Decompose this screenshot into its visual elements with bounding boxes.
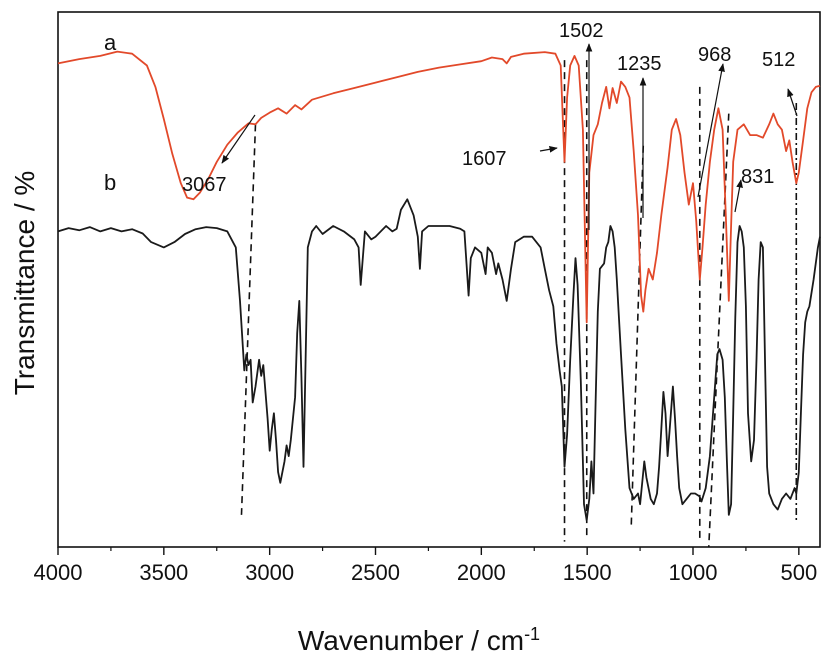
reference-lines xyxy=(240,60,798,548)
x-tick-label: 1500 xyxy=(563,560,612,585)
series-group xyxy=(57,50,821,522)
arrow-831 xyxy=(734,179,743,213)
x-tick-label: 2000 xyxy=(457,560,506,585)
x-axis-title: Wavenumber / cm-1 xyxy=(298,624,540,656)
annotation-1502: 1502 xyxy=(559,20,604,42)
x-tick-label: 4000 xyxy=(34,560,83,585)
x-tick-label: 500 xyxy=(780,560,817,585)
reference-line-831 xyxy=(707,113,730,548)
x-axis-title-superscript: -1 xyxy=(524,624,540,644)
annotation-1235: 1235 xyxy=(617,53,662,75)
annotation-831: 831 xyxy=(741,166,774,188)
annotation-512: 512 xyxy=(762,49,795,71)
series-line-a xyxy=(57,50,821,324)
x-tick-label: 1000 xyxy=(669,560,718,585)
arrow-968 xyxy=(697,63,725,198)
x-tick-label: 3000 xyxy=(245,560,294,585)
y-axis-title: Transmittance / % xyxy=(9,171,40,396)
arrow-1607 xyxy=(539,146,558,153)
arrow-512 xyxy=(787,88,798,117)
x-tick-label: 3500 xyxy=(139,560,188,585)
annotation-968: 968 xyxy=(698,44,731,66)
reference-line-3067 xyxy=(240,124,257,515)
plot-frame xyxy=(57,11,821,548)
annotation-arrows xyxy=(221,43,798,230)
x-axis-title-text: Wavenumber / cm xyxy=(298,625,524,656)
series-label-a: a xyxy=(104,30,117,55)
reference-line-1235 xyxy=(630,145,645,526)
annotation-1607: 1607 xyxy=(462,148,507,170)
series-label-b: b xyxy=(104,170,116,195)
arrow-3067 xyxy=(221,114,256,164)
annotation-3067: 3067 xyxy=(182,174,227,196)
x-axis-ticks: 4000 3500 3000 2500 2000 1500 1000 500 xyxy=(34,547,817,585)
series-line-b xyxy=(57,198,821,522)
x-tick-label: 2500 xyxy=(351,560,400,585)
